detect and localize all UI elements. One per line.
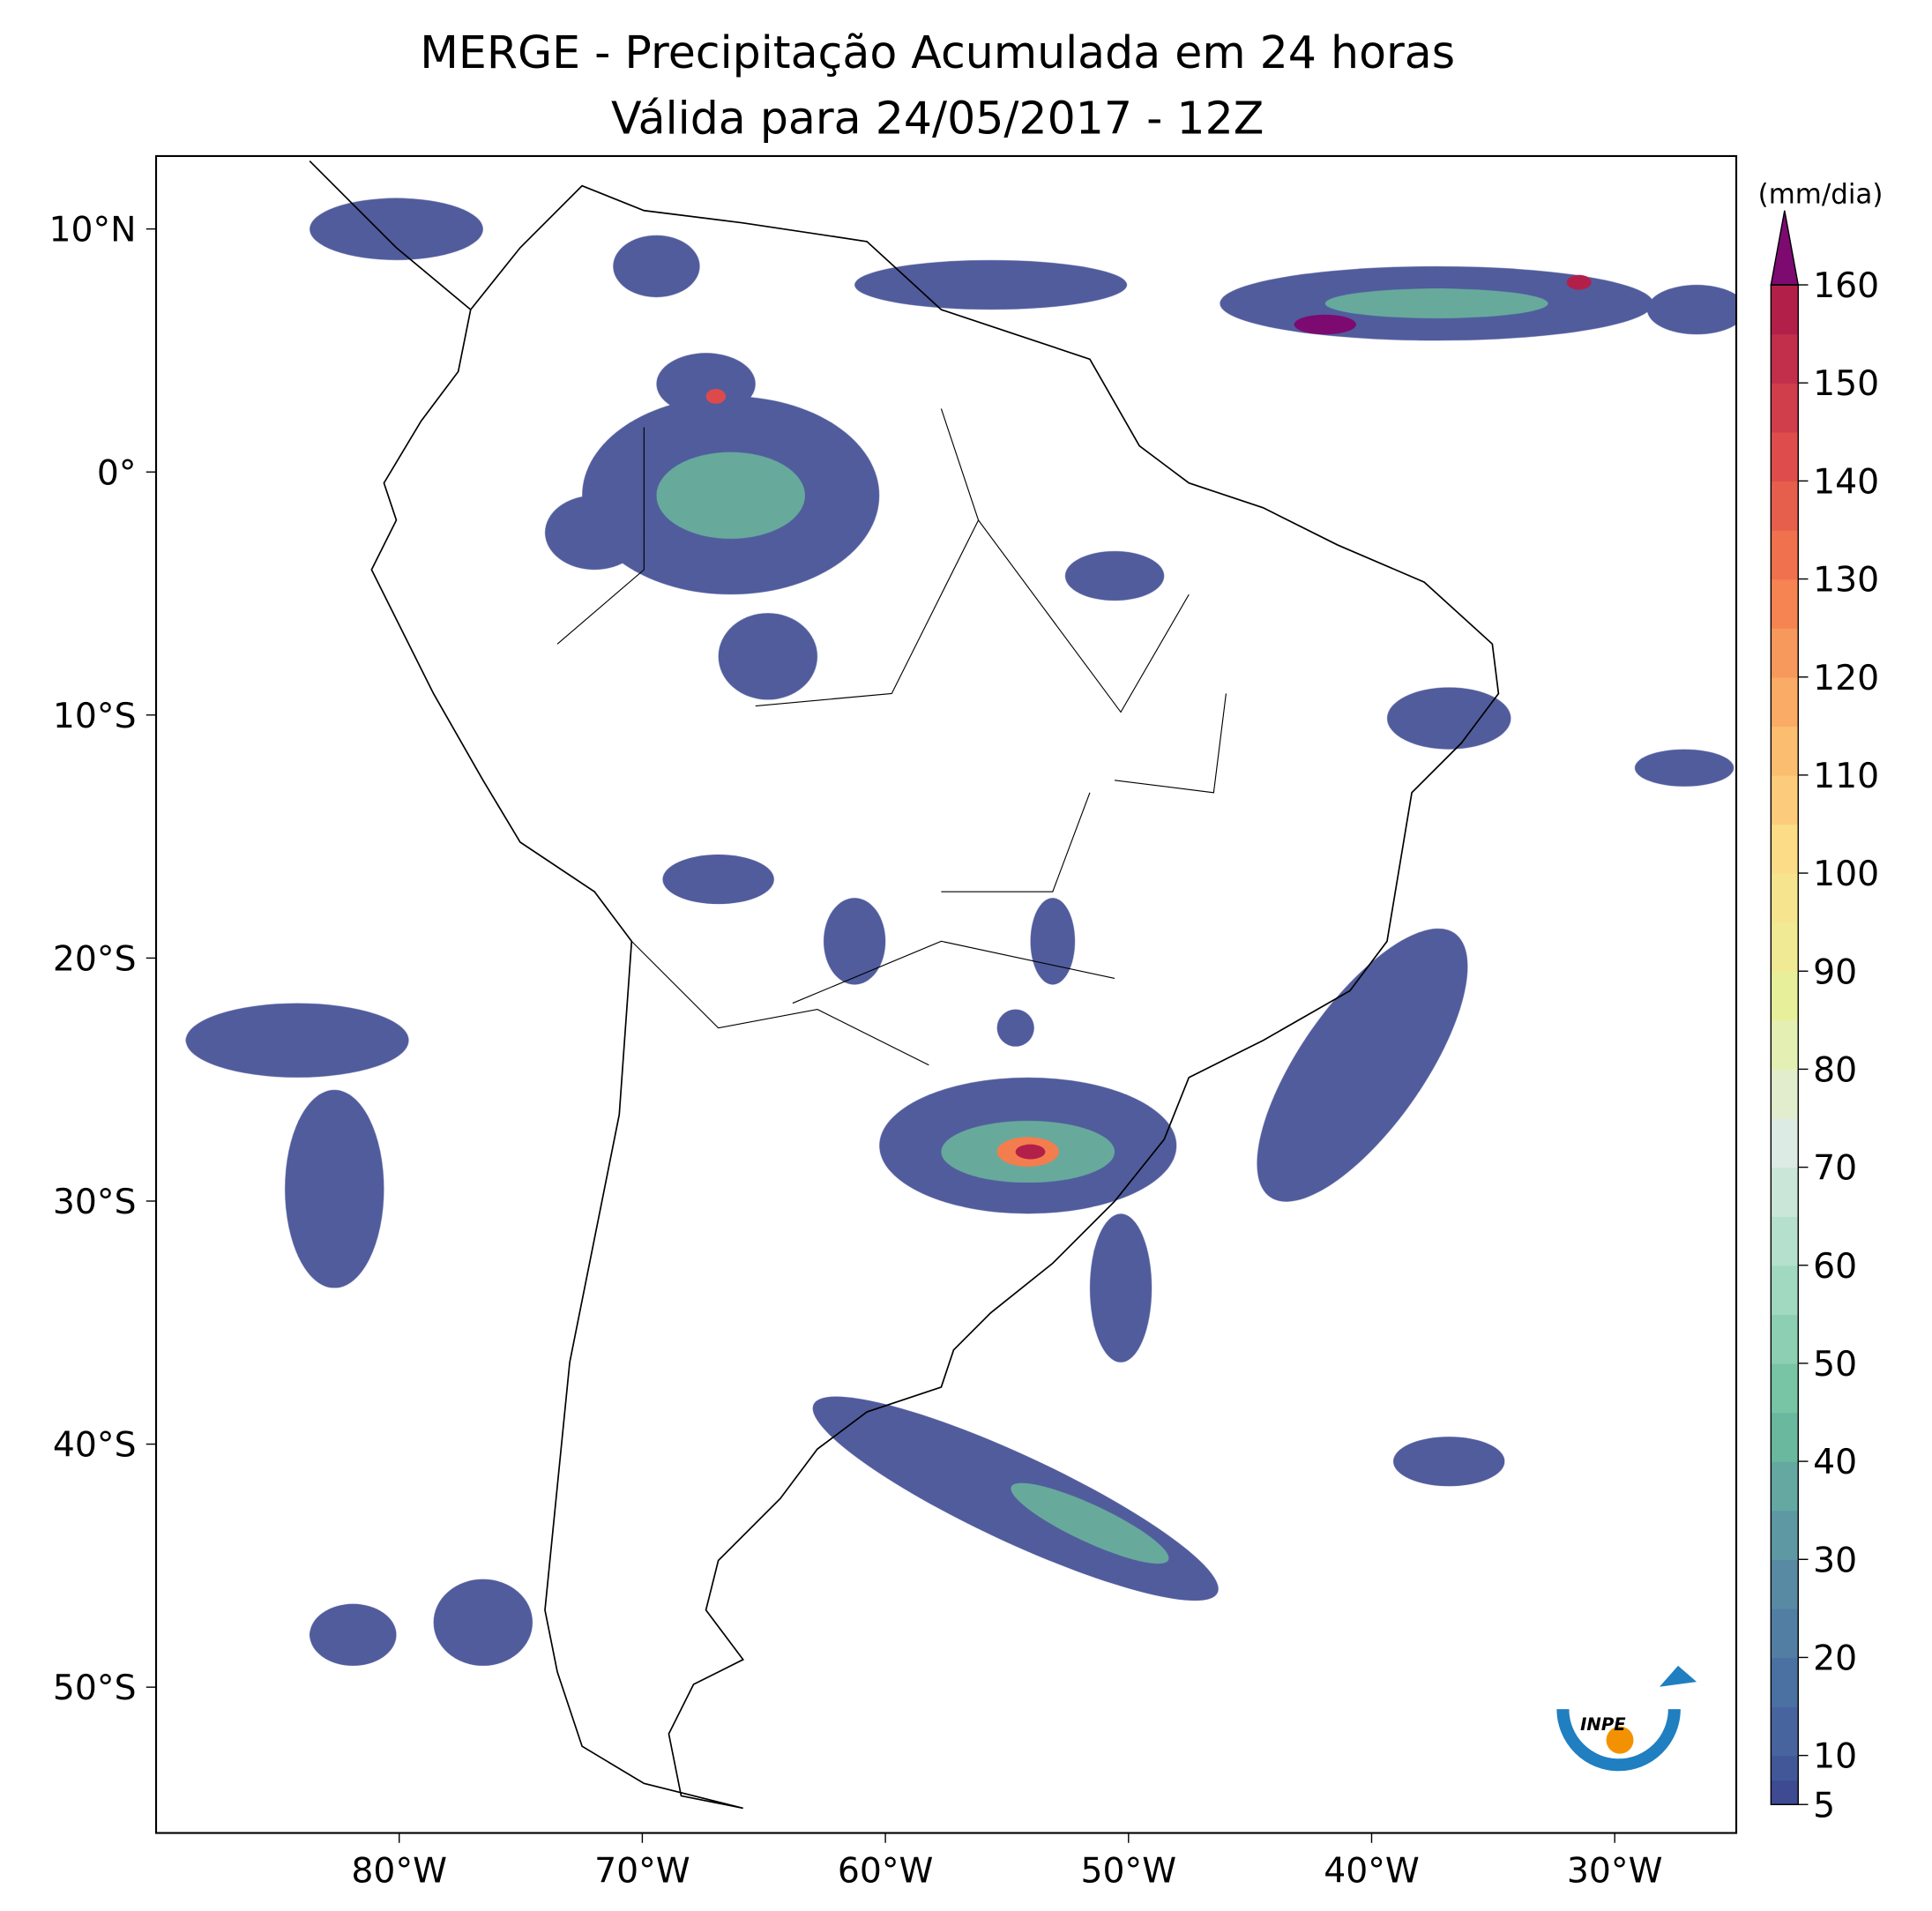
colorbar-tick-label: 30 <box>1813 1541 1857 1580</box>
map-frame <box>154 154 1738 1834</box>
title-line-2: Válida para 24/05/2017 - 12Z <box>611 93 1264 145</box>
y-tick-label: 10°S <box>53 697 137 736</box>
x-tick-label: 60°W <box>838 1852 934 1892</box>
colorbar-segment <box>1771 1755 1799 1781</box>
colorbar-segment <box>1771 774 1799 825</box>
colorbar-tick-label: 50 <box>1813 1345 1857 1385</box>
colorbar-segment <box>1771 1461 1799 1512</box>
colorbar-tick-label: 130 <box>1813 561 1879 601</box>
colorbar-segment <box>1771 285 1799 335</box>
colorbar-segment <box>1771 1265 1799 1316</box>
colorbar-segment <box>1771 1362 1799 1414</box>
colorbar-tick-label: 160 <box>1813 266 1879 306</box>
colorbar-tick-label: 140 <box>1813 462 1879 502</box>
colorbar-segment <box>1771 1117 1799 1168</box>
colorbar-segment <box>1771 383 1799 433</box>
colorbar-segment <box>1771 529 1799 580</box>
title-line-1: MERGE - Precipitação Acumulada em 24 hor… <box>420 26 1455 78</box>
colorbar-tick-label: 150 <box>1813 364 1879 404</box>
colorbar-segment <box>1771 1069 1799 1119</box>
colorbar-segment <box>1771 1510 1799 1560</box>
colorbar-tick-label: 40 <box>1813 1443 1857 1482</box>
colorbar-frame <box>1770 284 1799 1805</box>
colorbar-segment <box>1771 1314 1799 1364</box>
x-tick-label: 30°W <box>1567 1852 1663 1892</box>
colorbar-segment <box>1771 824 1799 874</box>
colorbar-tick-label: 120 <box>1813 659 1879 698</box>
colorbar-tick-label: 20 <box>1813 1639 1857 1679</box>
colorbar-tick-label: 80 <box>1813 1050 1857 1090</box>
precipitation-field <box>185 160 1737 1810</box>
colorbar-segment <box>1771 431 1799 482</box>
y-tick-label: 40°S <box>53 1426 137 1466</box>
colorbar-segment <box>1771 1216 1799 1266</box>
colorbar-segment <box>1771 628 1799 678</box>
colorbar-segment <box>1771 1559 1799 1609</box>
colorbar-segment <box>1771 676 1799 728</box>
colorbar-segment <box>1771 579 1799 629</box>
colorbar-segment <box>1771 1019 1799 1071</box>
colorbar-tick-label: 90 <box>1813 952 1857 992</box>
colorbar-tick-label: 5 <box>1813 1786 1835 1825</box>
coastline <box>309 160 1500 1810</box>
logo: INPE <box>1556 1665 1697 1772</box>
y-tick-label: 30°S <box>53 1183 137 1222</box>
colorbar-label: (mm/dia) <box>1758 178 1884 210</box>
colorbar-segment <box>1771 1657 1799 1707</box>
colorbar-segment <box>1771 481 1799 531</box>
y-tick-label: 20°S <box>53 939 137 979</box>
colorbar-tick-label: 70 <box>1813 1149 1857 1189</box>
colorbar-segment <box>1771 1706 1799 1757</box>
colorbar-tick-label: 110 <box>1813 757 1879 796</box>
colorbar-segment <box>1771 1167 1799 1217</box>
colorbar-tick-label: 10 <box>1813 1737 1857 1777</box>
x-tick-label: 80°W <box>351 1852 447 1892</box>
borders <box>556 408 1227 1066</box>
x-tick-label: 40°W <box>1324 1852 1420 1892</box>
colorbar-segment <box>1771 1780 1799 1805</box>
colorbar-segment <box>1771 1412 1799 1462</box>
colorbar-segment <box>1771 922 1799 972</box>
y-tick-label: 50°S <box>53 1668 137 1708</box>
colorbar-tick-label: 100 <box>1813 855 1879 894</box>
y-tick-label: 10°N <box>48 211 136 250</box>
colorbar-tick-label: 60 <box>1813 1247 1857 1287</box>
colorbar-segment <box>1771 333 1799 384</box>
y-tick-label: 0° <box>97 453 137 493</box>
colorbar-segment <box>1771 726 1799 776</box>
x-tick-label: 70°W <box>594 1852 690 1892</box>
logo-text: INPE <box>1580 1714 1626 1735</box>
x-tick-label: 50°W <box>1081 1852 1177 1892</box>
colorbar-segment <box>1771 1608 1799 1659</box>
colorbar-segment <box>1771 873 1799 923</box>
colorbar-extend <box>1770 210 1800 286</box>
colorbar-segment <box>1771 971 1799 1021</box>
